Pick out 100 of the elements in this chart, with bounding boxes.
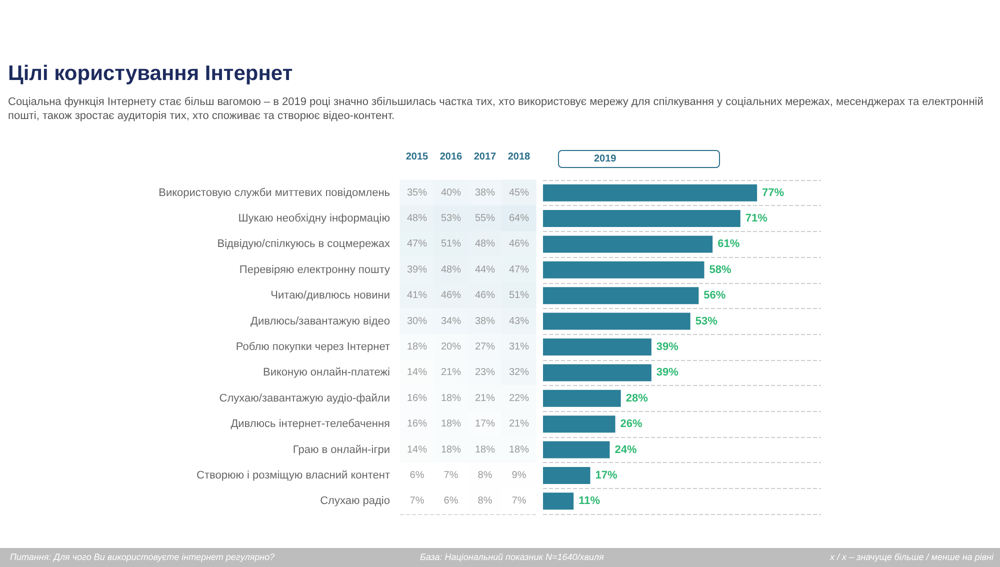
y-tick-label: Граю в онлайн-ігри xyxy=(292,444,390,456)
y-tick-label: Читаю/дивлюсь новини xyxy=(270,290,390,302)
data-label: 39% xyxy=(656,366,679,379)
data-label: 6% xyxy=(444,496,458,507)
data-label: 31% xyxy=(508,342,530,352)
bar xyxy=(543,287,699,304)
data-label: 22% xyxy=(508,392,530,404)
data-label: 7% xyxy=(410,496,424,507)
data-label: 14% xyxy=(406,444,428,456)
y-tick-label: Створюю і розміщую власний контент xyxy=(196,469,390,482)
series-label: 2019 xyxy=(594,154,617,164)
data-label: 61% xyxy=(718,238,740,250)
data-label: 16% xyxy=(406,418,428,430)
data-label: 28% xyxy=(626,392,648,404)
data-label: 21% xyxy=(440,367,462,378)
data-label: 17% xyxy=(474,418,496,430)
data-label: 21% xyxy=(508,418,530,430)
data-label: 47% xyxy=(406,238,428,250)
data-label: 18% xyxy=(440,392,462,404)
y-tick-label: Відвідую/спілкуюсь в соцмережах xyxy=(217,238,390,250)
data-label: 23% xyxy=(474,367,496,378)
bar xyxy=(543,338,652,356)
data-label: 34% xyxy=(440,316,462,327)
bar xyxy=(543,466,590,484)
data-label: 51% xyxy=(440,238,462,250)
y-tick-label: Слухаю радіо xyxy=(320,495,390,508)
data-label: 16% xyxy=(406,392,428,404)
text: х / х – значуще більше / менше на рівні xyxy=(830,552,994,562)
data-label: 9% xyxy=(512,470,526,481)
text: Цілі користування Інтернет xyxy=(8,62,293,86)
data-label: 30% xyxy=(406,316,428,327)
text: Питання: Для чого Ви використовуєте інтернет регулярно? xyxy=(10,552,275,562)
x-tick-label: 2016 xyxy=(440,152,463,162)
data-label: 45% xyxy=(508,187,530,198)
bar xyxy=(543,416,616,433)
data-label: 18% xyxy=(474,444,496,456)
data-label: 8% xyxy=(478,470,492,481)
data-label: 11% xyxy=(578,495,600,508)
data-label: 7% xyxy=(444,470,458,481)
data-label: 46% xyxy=(474,290,496,302)
y-tick-label: Слухаю/завантажую аудіо-файли xyxy=(219,392,390,404)
data-label: 20% xyxy=(440,342,462,352)
y-tick-label: Дивлюсь інтернет-телебачення xyxy=(230,418,390,430)
data-label: 44% xyxy=(474,264,496,276)
data-label: 7% xyxy=(512,496,526,507)
data-label: 14% xyxy=(406,367,428,378)
data-label: 24% xyxy=(614,444,637,456)
y-tick-label: Дивлюсь/завантажую відео xyxy=(250,315,390,328)
data-label: 55% xyxy=(474,213,496,224)
y-tick-label: Роблю покупки через Інтернет xyxy=(236,341,390,353)
data-label: 18% xyxy=(406,342,428,352)
bar xyxy=(543,261,704,278)
y-tick-label: Перевіряю електронну пошту xyxy=(239,264,390,276)
data-label: 48% xyxy=(406,213,428,224)
data-label: 35% xyxy=(406,187,428,198)
bar xyxy=(543,364,652,382)
chart-subtitle: Соціальна функція Інтернету стає більш вагомою – в 2019 році значно збільшилась частка тих, хто використовує мережу для спілкування у соціальних мережах, месенджерах та електронній пошті, також зростає аудиторія тих, хто споживає та створює відео-контент. xyxy=(8,95,984,123)
bar xyxy=(543,390,621,407)
x-tick-label: 2018 xyxy=(508,152,531,162)
data-label: 46% xyxy=(508,238,530,250)
x-tick-label: 2015 xyxy=(406,152,429,162)
data-label: 46% xyxy=(440,290,462,302)
bar xyxy=(543,184,758,202)
data-label: 21% xyxy=(474,392,496,404)
data-label: 53% xyxy=(440,213,462,224)
x-tick-label: 2017 xyxy=(474,152,497,162)
data-label: 47% xyxy=(508,264,530,276)
data-label: 51% xyxy=(508,290,530,302)
data-label: 41% xyxy=(406,290,428,302)
y-tick-label: Використовую служби миттевих повідомлень xyxy=(158,186,390,199)
data-label: 32% xyxy=(508,367,530,378)
y-tick-label: Шукаю необхідну інформацію xyxy=(238,212,390,225)
y-tick-label: Виконую онлайн-платежі xyxy=(263,366,390,379)
data-label: 48% xyxy=(474,238,496,250)
data-label: 39% xyxy=(406,264,428,276)
data-label: 77% xyxy=(762,186,784,199)
data-label: 27% xyxy=(474,342,496,352)
data-label: 26% xyxy=(620,418,643,430)
data-label: 64% xyxy=(508,213,530,224)
data-label: 71% xyxy=(745,212,768,225)
data-label: 38% xyxy=(474,316,496,327)
data-label: 40% xyxy=(440,187,462,198)
data-label: 48% xyxy=(440,264,462,276)
data-label: 6% xyxy=(410,470,424,481)
data-label: 43% xyxy=(508,316,530,327)
data-label: 18% xyxy=(440,444,462,456)
data-label: 8% xyxy=(478,496,492,507)
data-label: 39% xyxy=(656,341,679,353)
bar xyxy=(543,492,574,510)
data-label: 53% xyxy=(695,315,718,328)
data-label: 58% xyxy=(709,264,732,276)
data-label: 18% xyxy=(440,418,462,430)
data-label: 56% xyxy=(704,290,726,302)
bar xyxy=(543,312,690,330)
bar xyxy=(543,210,740,228)
data-label: 17% xyxy=(595,469,618,482)
bar xyxy=(543,441,610,458)
data-label: 38% xyxy=(474,187,496,198)
data-label: 18% xyxy=(508,444,530,456)
bar xyxy=(543,236,713,253)
